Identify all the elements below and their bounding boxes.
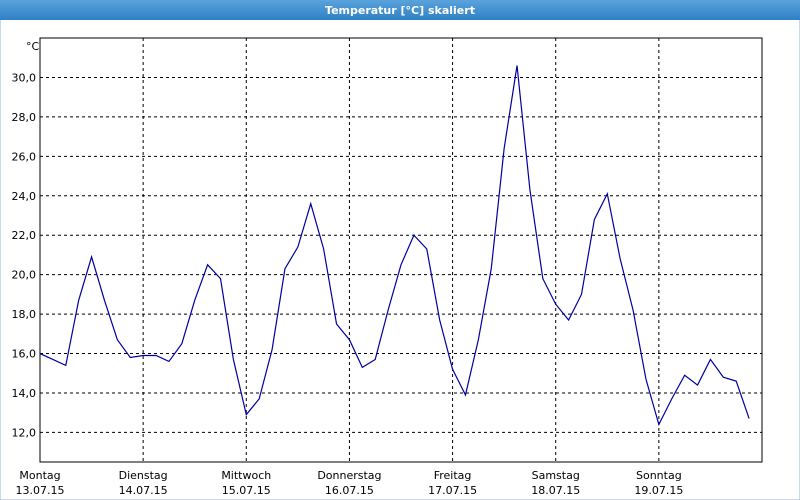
x-tick-date: 16.07.15 [325,484,374,497]
y-tick-label: 22,0 [12,229,37,242]
y-tick-label: 18,0 [12,308,37,321]
plot-frame [39,37,763,463]
y-tick-label: 20,0 [12,269,37,282]
y-tick-label: 30,0 [12,71,37,84]
y-unit: °C [26,40,40,53]
x-tick-label: Dienstag [119,469,168,482]
y-tick-label: 16,0 [12,348,37,361]
x-tick-date: 19.07.15 [634,484,683,497]
x-tick-label: Samstag [532,469,580,482]
y-tick-label: 26,0 [12,150,37,163]
x-tick-date: 18.07.15 [531,484,580,497]
x-tick-label: Donnerstag [317,469,381,482]
x-tick-date: 17.07.15 [428,484,477,497]
x-tick-date: 15.07.15 [222,484,271,497]
x-tick-date: 13.07.15 [16,484,65,497]
x-tick-label: Mittwoch [221,469,271,482]
x-tick-label: Sonntag [636,469,682,482]
title-bar [0,0,800,20]
y-tick-label: 14,0 [12,387,37,400]
y-tick-label: 12,0 [12,426,37,439]
x-tick-date: 14.07.15 [119,484,168,497]
x-tick-label: Freitag [434,469,472,482]
y-tick-label: 24,0 [12,190,37,203]
line [39,65,750,427]
chart-title: Temperatur [°C] skaliert [325,4,475,17]
x-tick-label: Montag [19,469,60,482]
y-tick-label: 28,0 [12,111,37,124]
